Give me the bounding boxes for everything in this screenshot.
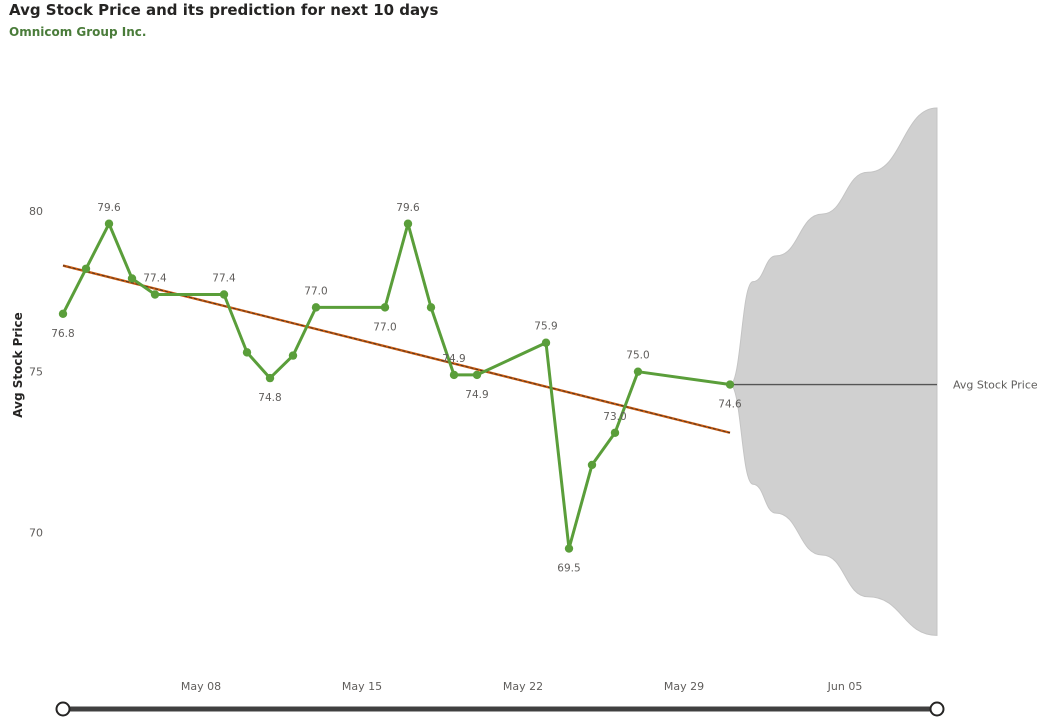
data-point[interactable] <box>564 544 574 553</box>
data-label: 75.0 <box>626 350 649 362</box>
forecast-label: Avg Stock Price <box>953 379 1037 392</box>
x-tick-label: May 29 <box>664 680 704 693</box>
data-point[interactable] <box>127 274 137 283</box>
chart-title: Avg Stock Price and its prediction for n… <box>9 1 439 19</box>
data-point[interactable] <box>633 367 643 376</box>
data-label: 74.6 <box>718 399 742 411</box>
data-point[interactable] <box>587 460 597 470</box>
data-label: 73.0 <box>603 411 626 423</box>
y-tick-label: 75 <box>29 366 43 379</box>
data-label: 74.8 <box>258 392 281 404</box>
data-point[interactable] <box>403 219 413 228</box>
data-point[interactable] <box>541 338 551 347</box>
data-label: 79.6 <box>396 202 420 214</box>
data-label: 79.6 <box>97 202 121 214</box>
data-point[interactable] <box>242 348 252 357</box>
x-tick-label: Jun 05 <box>827 680 863 693</box>
data-point[interactable] <box>265 373 275 383</box>
data-point[interactable] <box>725 380 735 389</box>
range-slider-start-handle[interactable] <box>55 701 71 717</box>
data-label: 77.4 <box>143 273 167 285</box>
y-tick-label: 80 <box>29 205 43 218</box>
data-label: 74.9 <box>442 353 465 365</box>
forecast-confidence-band <box>729 107 938 636</box>
range-slider-end-handle[interactable] <box>929 701 945 717</box>
data-label: 77.0 <box>373 321 396 333</box>
data-point[interactable] <box>449 370 459 380</box>
data-point[interactable] <box>380 303 390 312</box>
data-point[interactable] <box>58 309 68 318</box>
x-tick-label: May 22 <box>503 680 543 693</box>
data-label: 77.0 <box>304 285 327 297</box>
x-tick-label: May 15 <box>342 680 382 693</box>
y-axis-label: Avg Stock Price <box>11 312 25 417</box>
data-point[interactable] <box>288 351 298 360</box>
data-label: 77.4 <box>212 273 236 285</box>
data-point[interactable] <box>610 428 620 437</box>
data-point[interactable] <box>81 264 91 273</box>
y-tick-label: 70 <box>29 526 43 539</box>
data-point[interactable] <box>150 290 160 299</box>
data-point[interactable] <box>219 290 229 299</box>
data-point[interactable] <box>472 370 482 380</box>
chart-subtitle: Omnicom Group Inc. <box>9 25 147 39</box>
data-label: 76.8 <box>51 328 74 340</box>
data-label: 75.9 <box>534 321 557 333</box>
data-point[interactable] <box>311 303 321 312</box>
data-point[interactable] <box>104 219 114 228</box>
x-tick-label: May 08 <box>181 680 221 693</box>
data-label: 69.5 <box>557 563 580 575</box>
data-label: 74.9 <box>465 389 488 401</box>
data-point[interactable] <box>426 303 436 312</box>
